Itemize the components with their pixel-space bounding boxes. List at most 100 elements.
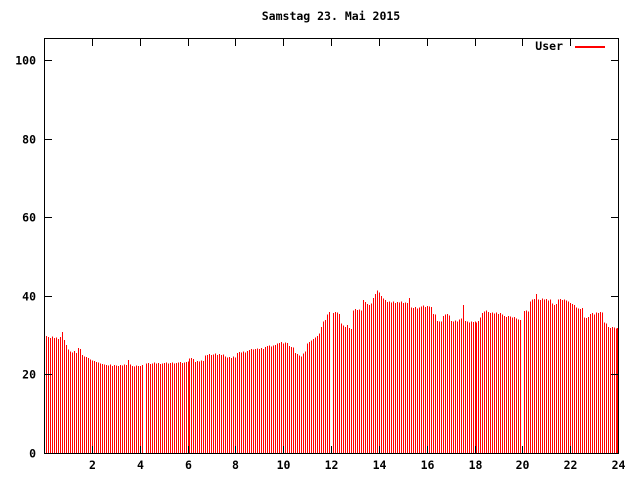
impulse-bar (273, 345, 274, 453)
impulse-bar (221, 355, 222, 453)
impulse-bar (345, 327, 346, 453)
impulse-bar (166, 362, 167, 453)
impulse-bar (315, 337, 316, 453)
impulse-bar (138, 366, 139, 453)
impulse-bar (500, 313, 501, 453)
x-tick-label: 24 (612, 458, 626, 472)
impulse-bar (526, 310, 527, 453)
impulse-bar (132, 365, 133, 453)
impulse-bar (124, 364, 125, 453)
x-tick-label: 6 (185, 458, 192, 472)
impulse-bar (80, 348, 81, 453)
impulse-bar (562, 300, 563, 453)
impulse-bar (235, 357, 236, 453)
impulse-bar (433, 313, 434, 453)
impulse-bar (209, 353, 210, 453)
impulse-bar (243, 351, 244, 453)
impulse-bar (257, 348, 258, 453)
impulse-bar (610, 328, 611, 453)
impulse-bar (604, 322, 605, 453)
impulse-bar (389, 301, 390, 453)
impulse-bar (465, 320, 466, 453)
impulse-bar (263, 348, 264, 453)
impulse-bar (528, 311, 529, 453)
impulse-bar (104, 364, 105, 453)
impulse-bar (162, 363, 163, 453)
impulse-bar (552, 303, 553, 453)
impulse-bar (269, 345, 270, 453)
impulse-bar (614, 327, 615, 453)
impulse-bar (325, 320, 326, 453)
impulse-bar (413, 307, 414, 453)
impulse-bar (285, 342, 286, 453)
y-tick-label: 0 (29, 447, 36, 461)
impulse-bar (471, 321, 472, 453)
impulse-bar (227, 357, 228, 453)
impulse-bar (556, 304, 557, 453)
impulse-bar (592, 313, 593, 453)
impulse-bar (239, 351, 240, 453)
impulse-bar (191, 357, 192, 453)
impulse-bar (215, 353, 216, 453)
impulse-bar (74, 351, 75, 453)
impulse-bar (375, 294, 376, 453)
impulse-bar (52, 336, 53, 453)
impulse-bar (66, 344, 67, 453)
impulse-bar (48, 337, 49, 453)
impulse-bar (417, 308, 418, 453)
impulse-bar (54, 338, 55, 453)
impulse-bar (467, 321, 468, 453)
impulse-bar (570, 302, 571, 453)
impulse-bar (247, 351, 248, 453)
impulse-bar (584, 317, 585, 453)
impulse-bar (518, 319, 519, 453)
impulse-bar (321, 327, 322, 453)
impulse-bar (469, 322, 470, 453)
impulse-bar (58, 339, 59, 453)
impulse-bar (435, 314, 436, 453)
y-tick-label: 100 (15, 54, 36, 68)
impulse-bar (461, 318, 462, 453)
impulse-bar (401, 301, 402, 453)
impulse-bar (617, 328, 618, 453)
impulse-bar (154, 362, 155, 453)
impulse-bar (106, 364, 107, 453)
impulse-bar (349, 328, 350, 453)
impulse-bar (98, 362, 99, 453)
impulse-bar (580, 309, 581, 453)
impulse-bar (566, 300, 567, 453)
impulse-bar (351, 329, 352, 453)
impulse-bar (532, 299, 533, 453)
impulse-bar (311, 340, 312, 453)
impulse-bar (359, 309, 360, 453)
impulse-bar (357, 309, 358, 453)
x-tick-label: 10 (277, 458, 291, 472)
impulse-bar (476, 322, 477, 453)
y-tick-label: 80 (22, 133, 36, 147)
impulse-bar (600, 311, 601, 453)
impulse-bar (488, 311, 489, 453)
impulse-bar (598, 313, 599, 453)
impulse-bar (188, 361, 189, 453)
impulse-bar (333, 313, 334, 453)
impulse-bar (405, 302, 406, 453)
impulse-bar (616, 328, 617, 453)
impulse-bar (114, 364, 115, 453)
impulse-bar (148, 363, 149, 453)
impulse-bar (62, 331, 63, 453)
impulse-bar (395, 302, 396, 453)
impulse-bar (307, 343, 308, 453)
impulse-bar (385, 300, 386, 453)
impulse-bar (186, 362, 187, 453)
impulse-bar (277, 343, 278, 453)
impulse-bar (203, 361, 204, 453)
impulse-bar (516, 318, 517, 453)
impulse-bar (415, 307, 416, 453)
impulse-bar (207, 354, 208, 453)
impulse-bar (184, 362, 185, 453)
impulse-bar (82, 354, 83, 453)
impulse-bar (544, 299, 545, 453)
impulse-bar (355, 309, 356, 453)
